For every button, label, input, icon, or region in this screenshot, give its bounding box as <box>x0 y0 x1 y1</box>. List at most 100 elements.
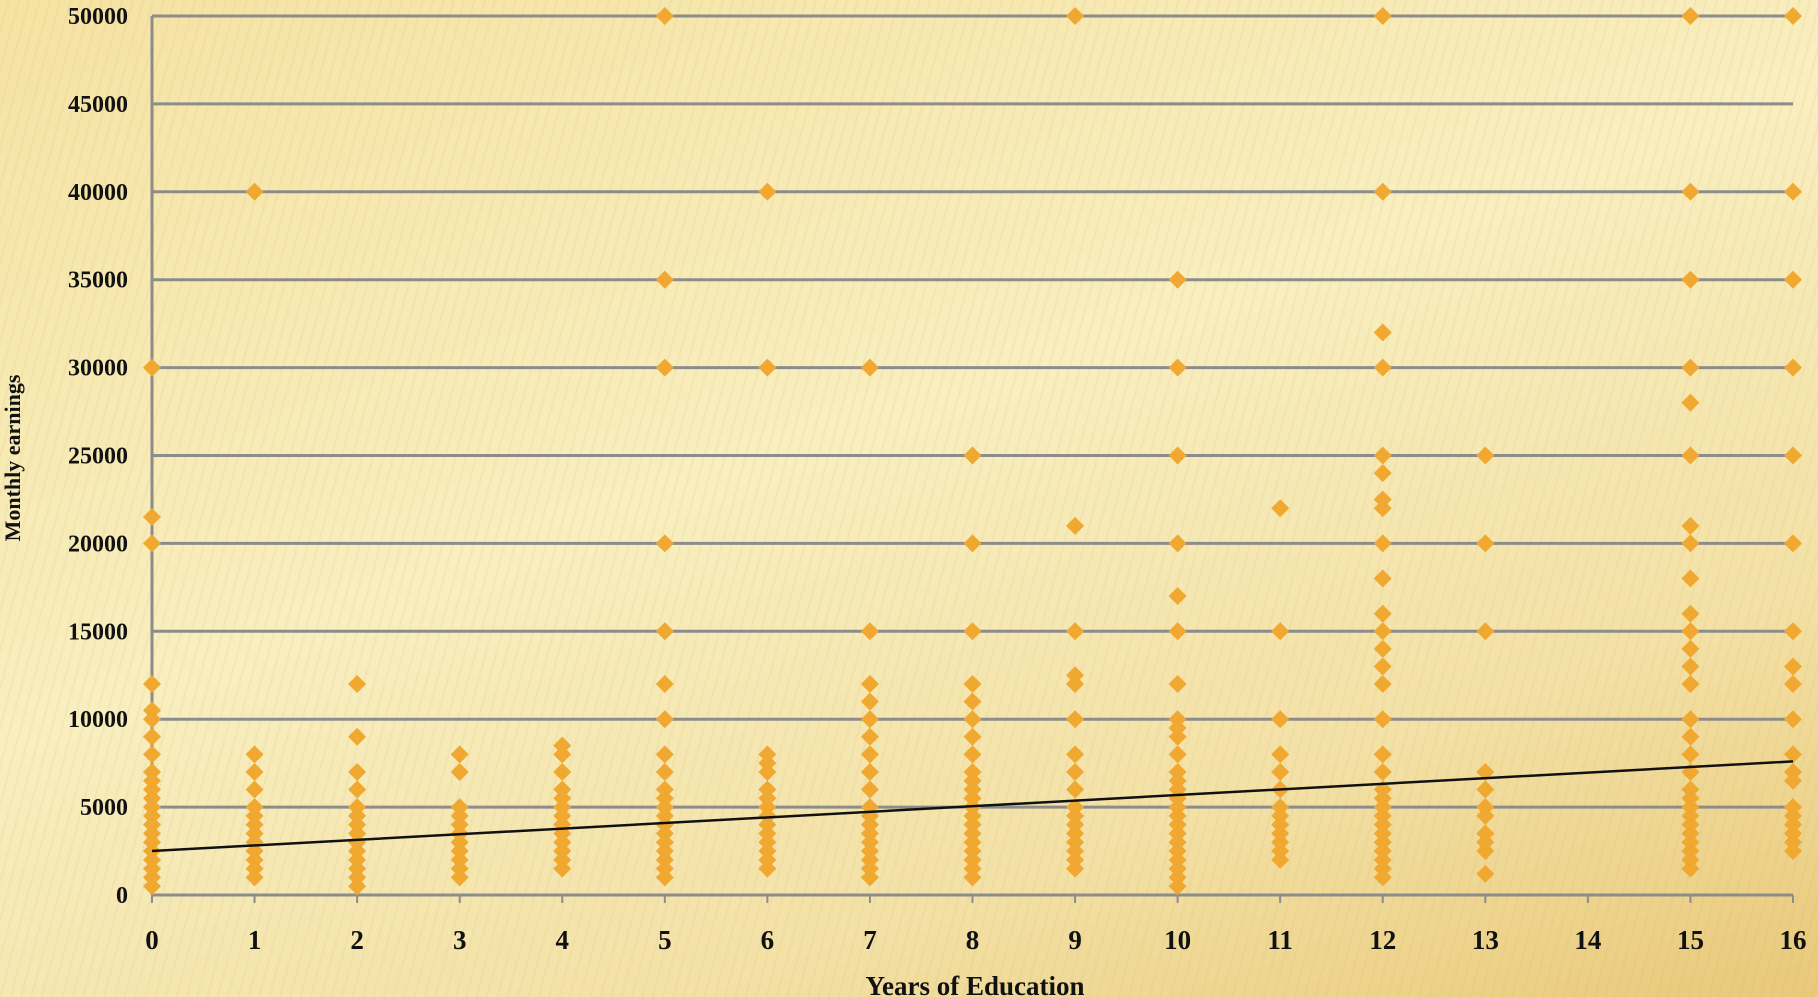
data-point <box>450 745 469 764</box>
data-point <box>758 358 777 377</box>
data-point <box>1373 639 1392 658</box>
data-point <box>1373 446 1392 465</box>
data-point <box>655 534 674 553</box>
data-point <box>1066 859 1085 878</box>
data-point <box>963 710 982 729</box>
data-point <box>1168 534 1187 553</box>
x-tick-label: 7 <box>863 925 877 955</box>
data-point <box>1271 745 1290 764</box>
data-point <box>1168 745 1187 764</box>
data-point <box>1681 270 1700 289</box>
data-point <box>1066 780 1085 799</box>
data-point <box>655 745 674 764</box>
data-point <box>143 877 161 896</box>
data-point <box>1681 639 1700 658</box>
x-axis-title: Years of Education <box>865 971 1084 997</box>
data-point <box>860 710 879 729</box>
y-axis-title: Monthly earnings <box>0 374 25 541</box>
data-point <box>1784 182 1802 201</box>
data-point <box>1681 710 1700 729</box>
data-point <box>1066 762 1085 781</box>
data-point <box>860 675 879 694</box>
data-point <box>1784 446 1802 465</box>
data-point <box>1168 587 1187 606</box>
x-tick-label: 1 <box>248 925 262 955</box>
data-point <box>1681 859 1700 878</box>
data-point <box>1373 675 1392 694</box>
data-point <box>1373 182 1392 201</box>
data-point <box>245 745 264 764</box>
data-point <box>1168 622 1187 641</box>
data-point <box>1681 569 1700 588</box>
data-point <box>963 446 982 465</box>
data-point <box>963 692 982 711</box>
data-point <box>963 727 982 746</box>
data-point <box>1373 604 1392 623</box>
data-point <box>758 762 777 781</box>
data-point <box>1784 745 1802 764</box>
data-point <box>1168 446 1187 465</box>
data-point <box>143 727 161 746</box>
data-point <box>1373 358 1392 377</box>
data-point <box>1373 7 1392 25</box>
x-tick-label: 14 <box>1574 925 1601 955</box>
data-point <box>1784 7 1802 25</box>
data-point <box>348 877 367 896</box>
trendline <box>151 760 1794 853</box>
data-point <box>1373 622 1392 641</box>
data-point <box>1271 762 1290 781</box>
data-point <box>860 780 879 799</box>
x-tick-label: 10 <box>1164 925 1191 955</box>
data-point <box>860 692 879 711</box>
data-point <box>1681 182 1700 201</box>
data-point <box>1681 675 1700 694</box>
data-point <box>1784 842 1802 861</box>
data-point <box>1476 534 1495 553</box>
data-point <box>1373 323 1392 342</box>
data-point <box>1681 657 1700 676</box>
x-tick-label: 4 <box>556 925 570 955</box>
data-point <box>655 270 674 289</box>
data-point <box>1784 622 1802 641</box>
y-tick-label: 40000 <box>68 180 128 206</box>
x-tick-label: 16 <box>1780 925 1807 955</box>
data-point <box>1681 622 1700 641</box>
data-point <box>1681 7 1700 25</box>
data-point <box>1681 446 1700 465</box>
data-point <box>1476 864 1495 883</box>
data-point <box>860 727 879 746</box>
data-point <box>963 745 982 764</box>
y-tick-label: 5000 <box>80 795 128 821</box>
data-point <box>1168 675 1187 694</box>
data-point <box>1681 745 1700 764</box>
x-tick-label: 6 <box>761 925 775 955</box>
x-tick-label: 3 <box>453 925 467 955</box>
data-point <box>1373 534 1392 553</box>
data-point <box>860 762 879 781</box>
data-point <box>553 745 572 764</box>
x-tick-label: 9 <box>1068 925 1082 955</box>
data-point <box>1681 393 1700 412</box>
data-point <box>143 534 161 553</box>
data-point <box>1066 745 1085 764</box>
data-point <box>348 780 367 799</box>
data-point <box>860 868 879 887</box>
data-point <box>348 675 367 694</box>
data-point <box>860 745 879 764</box>
data-point <box>655 7 674 25</box>
y-tick-label: 30000 <box>68 356 128 382</box>
data-point <box>1681 516 1700 535</box>
data-point <box>553 859 572 878</box>
y-tick-label: 0 <box>116 883 128 909</box>
data-point <box>655 868 674 887</box>
data-point <box>1271 710 1290 729</box>
tick-labels: 0 5000 10000 15000 20000 25000 30000 35000 40000… <box>68 4 1807 955</box>
data-point <box>143 675 161 694</box>
data-point <box>1066 622 1085 641</box>
data-point <box>348 762 367 781</box>
data-point <box>655 622 674 641</box>
data-point <box>1271 850 1290 869</box>
data-point <box>1271 499 1290 518</box>
